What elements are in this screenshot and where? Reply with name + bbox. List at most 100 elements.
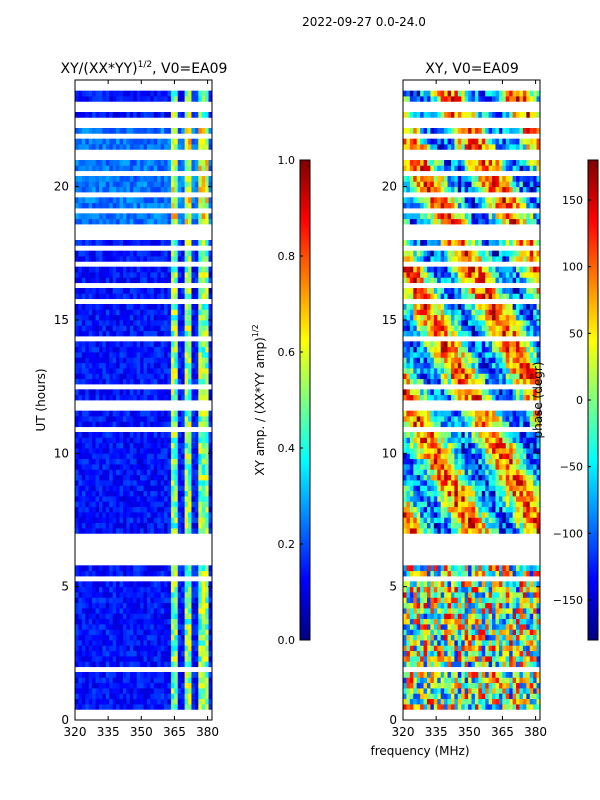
left-heatmap-cell <box>119 330 124 337</box>
left-heatmap-cell <box>78 506 83 513</box>
left-heatmap-cell <box>98 688 103 694</box>
right-heatmap-cell <box>488 698 493 705</box>
left-heatmap-cell <box>170 506 175 513</box>
left-heatmap-cell <box>78 592 83 598</box>
left-heatmap-cell <box>126 512 131 518</box>
left-heatmap-cell <box>198 128 203 134</box>
left-heatmap-cell <box>116 314 120 321</box>
left-heatmap-cell <box>98 186 103 193</box>
left-heatmap-cell <box>181 485 185 492</box>
left-heatmap-cell <box>153 421 158 428</box>
left-heatmap-cell <box>116 480 120 486</box>
right-heatmap-cell <box>495 672 500 678</box>
left-heatmap-cell <box>95 517 100 524</box>
right-heatmap-cell <box>409 624 414 630</box>
left-heatmap-cell <box>136 378 141 385</box>
left-heatmap-cell <box>140 698 144 705</box>
left-heatmap-cell <box>143 293 148 300</box>
left-heatmap-cell <box>119 304 124 310</box>
left-heatmap-cell <box>198 90 203 97</box>
left-heatmap-cell <box>157 640 162 646</box>
left-heatmap-cell <box>133 693 138 700</box>
left-heatmap-cell <box>75 330 79 337</box>
right-heatmap-cell <box>481 490 486 497</box>
left-heatmap-cell <box>105 96 110 102</box>
left-heatmap-cell <box>136 314 141 321</box>
left-heatmap-cell <box>198 629 203 636</box>
left-heatmap-cell <box>102 693 107 700</box>
right-heatmap-cell <box>413 480 418 486</box>
left-heatmap-cell <box>208 314 213 321</box>
left-heatmap-cell <box>98 506 103 513</box>
left-heatmap-cell <box>119 656 124 662</box>
right-heatmap-cell <box>423 528 428 534</box>
left-heatmap-cell <box>126 176 131 182</box>
right-heatmap-cell <box>426 677 431 684</box>
left-heatmap-cell <box>150 613 155 620</box>
left-heatmap-cell <box>129 314 134 321</box>
right-heatmap-cell <box>488 677 493 684</box>
left-heatmap-cell <box>112 464 117 470</box>
left-heatmap-cell <box>194 309 199 316</box>
right-heatmap-cell <box>447 634 452 641</box>
left-heatmap-cell <box>174 394 179 401</box>
left-heatmap-cell <box>85 469 90 476</box>
left-heatmap-cell <box>150 464 155 470</box>
right-heatmap-cell <box>426 634 431 641</box>
right-heatmap-cell <box>505 629 510 636</box>
left-heatmap-cell <box>150 634 155 641</box>
left-heatmap-cell <box>78 656 83 662</box>
right-heatmap-cell <box>488 645 493 652</box>
left-heatmap-cell <box>167 602 172 609</box>
left-heatmap-cell <box>98 128 103 134</box>
left-heatmap-cell <box>191 592 196 598</box>
left-heatmap-cell <box>95 677 100 684</box>
left-heatmap-cell <box>184 672 189 678</box>
right-heatmap-cell <box>430 528 435 534</box>
left-heatmap-cell <box>208 597 213 604</box>
left-heatmap-cell <box>122 485 127 492</box>
left-heatmap-cell <box>191 597 196 604</box>
left-heatmap-cell <box>160 464 165 470</box>
right-heatmap-cell <box>485 474 490 481</box>
left-heatmap-cell <box>181 586 185 593</box>
left-heatmap-cell <box>167 218 172 225</box>
left-heatmap-cell <box>150 410 155 417</box>
left-heatmap-cell <box>85 368 90 374</box>
left-heatmap-cell <box>160 469 165 476</box>
left-heatmap-cell <box>98 629 103 636</box>
left-heatmap-cell <box>160 634 165 641</box>
right-heatmap-cell <box>457 672 462 678</box>
right-heatmap-cell <box>454 634 459 641</box>
right-heatmap-cell <box>420 640 424 646</box>
right-heatmap-cell <box>474 496 479 502</box>
left-heatmap-cell <box>170 378 175 385</box>
right-heatmap-cell <box>433 469 438 476</box>
left-heatmap-cell <box>109 432 114 438</box>
left-heatmap-cell <box>129 240 134 246</box>
right-heatmap-cell <box>488 474 493 481</box>
left-heatmap-cell <box>150 373 155 380</box>
right-heatmap-cell <box>478 570 483 577</box>
left-heatmap-cell <box>85 506 90 513</box>
left-heatmap-cell <box>81 437 86 444</box>
left-heatmap-cell <box>129 144 134 150</box>
left-heatmap-cell <box>98 160 103 166</box>
left-heatmap-cell <box>201 656 206 662</box>
left-heatmap-cell <box>126 181 131 188</box>
right-heatmap-cell <box>485 522 490 529</box>
right-heatmap-cell <box>447 592 452 598</box>
left-heatmap-cell <box>153 378 158 385</box>
left-heatmap-cell <box>116 661 120 668</box>
left-heatmap-cell <box>167 624 172 630</box>
right-heatmap-cell <box>440 618 445 625</box>
right-heatmap-cell <box>481 517 486 524</box>
left-heatmap-cell <box>164 160 168 166</box>
left-heatmap-cell <box>150 522 155 529</box>
left-heatmap-cell <box>122 128 127 134</box>
right-heatmap-cell <box>454 704 459 710</box>
left-heatmap-cell <box>153 160 158 166</box>
right-heatmap-cell <box>447 698 452 705</box>
right-heatmap-cell <box>413 522 418 529</box>
left-heatmap-cell <box>116 304 120 310</box>
